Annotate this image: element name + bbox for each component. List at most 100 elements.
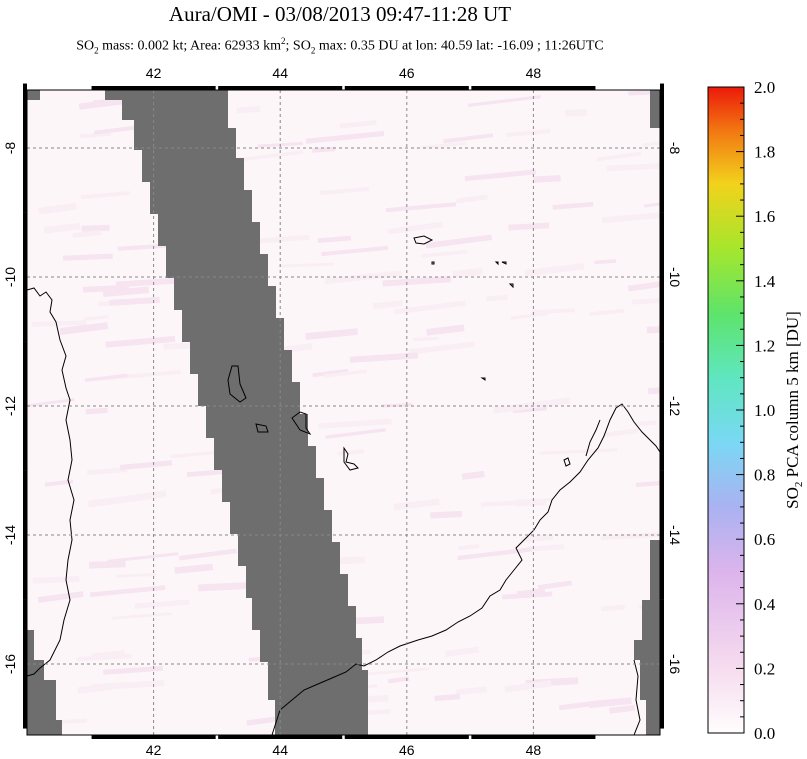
- so2-streak: [44, 479, 74, 487]
- so2-streak: [91, 679, 165, 691]
- so2-streak: [174, 563, 214, 574]
- so2-streak: [317, 235, 352, 243]
- y-tick-label-left: -14: [2, 525, 18, 545]
- left-axis-bar: [23, 599, 27, 729]
- y-tick-label-left: -10: [2, 267, 18, 287]
- so2-streak: [506, 128, 551, 138]
- top-axis-bar: [471, 86, 596, 90]
- colorbar-tick-label: 0.4: [754, 595, 776, 614]
- so2-streak: [430, 510, 463, 519]
- bottom-axis-bar: [91, 735, 216, 739]
- chart-title: Aura/OMI - 03/08/2013 09:47-11:28 UT: [168, 2, 512, 26]
- x-tick-label-bottom: 42: [146, 742, 162, 758]
- so2-streak: [382, 276, 452, 287]
- so2-streak: [115, 277, 175, 288]
- so2-streak: [596, 151, 642, 162]
- so2-streak: [434, 693, 461, 702]
- so2-streak: [493, 397, 571, 414]
- so2-streak: [588, 697, 632, 709]
- so2-streak: [31, 320, 87, 327]
- so2-streak: [87, 490, 167, 508]
- so2-streak: [600, 604, 626, 612]
- y-tick-label-left: -16: [2, 654, 18, 674]
- colorbar-tick-label: 0.6: [754, 530, 775, 549]
- right-axis-bar: [660, 341, 664, 471]
- y-tick-label-right: -10: [667, 267, 683, 287]
- so2-streak: [119, 460, 173, 471]
- so2-streak: [648, 386, 660, 395]
- bottom-axis-bar: [471, 735, 596, 739]
- so2-streak: [109, 296, 160, 306]
- so2-streak: [443, 133, 494, 144]
- so2-streak: [539, 448, 618, 455]
- so2-streak: [502, 591, 553, 600]
- so2-streak: [393, 498, 440, 511]
- top-axis-bar: [91, 86, 216, 90]
- so2-streak: [408, 341, 475, 355]
- so2-streak: [325, 428, 386, 439]
- so2-streak: [514, 498, 547, 507]
- so2-streak: [631, 297, 660, 305]
- so2-streak: [339, 119, 377, 129]
- so2-streak: [558, 699, 604, 711]
- so2-streak: [606, 162, 660, 172]
- colorbar-tick-label: 0.2: [754, 659, 775, 678]
- colorbar-tick-label: 0.0: [754, 724, 775, 743]
- so2-streak: [467, 95, 541, 107]
- so2-streak: [312, 368, 349, 378]
- so2-streak: [589, 308, 625, 317]
- so2-streak: [93, 98, 124, 107]
- so2-streak: [349, 352, 419, 363]
- colorbar-label: SO2 PCA column 5 km [DU]: [783, 311, 805, 509]
- so2-streak: [319, 186, 370, 196]
- x-tick-label-bottom: 44: [272, 742, 288, 758]
- so2-streak: [524, 263, 585, 277]
- no-data-swath-gap: [105, 90, 368, 735]
- so2-streak: [455, 686, 488, 696]
- map-axes: 42 42 44 44 46 46 48 48 -8 -8 -10 -10 -12 -12 -14 -14 -1…: [2, 65, 683, 758]
- so2-streak: [352, 667, 430, 677]
- left-axis-bar: [23, 341, 27, 471]
- so2-streak: [422, 141, 467, 150]
- so2-streak: [236, 105, 261, 114]
- so2-streak: [485, 294, 508, 302]
- so2-streak: [76, 653, 133, 662]
- so2-streak: [242, 150, 304, 162]
- so2-streak: [89, 585, 166, 598]
- so2-streak: [458, 544, 480, 551]
- x-tick-label-bottom: 48: [526, 742, 542, 758]
- so2-streak: [601, 210, 660, 224]
- so2-streak: [455, 194, 488, 204]
- top-axis-bar: [218, 86, 343, 90]
- so2-streak: [537, 580, 572, 591]
- y-tick-label-right: -12: [667, 396, 683, 416]
- so2-streak: [84, 373, 128, 382]
- x-tick-label-top: 42: [146, 65, 162, 81]
- so2-streak: [245, 234, 310, 245]
- so2-streak: [520, 534, 554, 543]
- so2-streak: [62, 253, 113, 261]
- x-tick-label-top: 48: [526, 65, 542, 81]
- so2-streak: [72, 230, 102, 239]
- so2-streak: [426, 324, 465, 336]
- so2-streak: [117, 243, 169, 251]
- so2-streak: [504, 680, 552, 693]
- so2-streak: [37, 591, 84, 603]
- so2-streak: [43, 222, 81, 234]
- y-tick-label-right: -8: [667, 142, 683, 155]
- left-axis-bar: [23, 83, 27, 213]
- top-axis-bar: [344, 86, 469, 90]
- so2-streak: [105, 335, 176, 348]
- so2-streak: [115, 572, 157, 578]
- x-tick-label-top: 44: [272, 65, 288, 81]
- so2-streak: [445, 646, 480, 658]
- so2-streak: [413, 336, 439, 342]
- so2-streak: [85, 407, 108, 415]
- chart-subtitle: SO2 mass: 0.002 kt; Area: 62933 km2; SO2…: [76, 36, 604, 56]
- no-data-right-edge: [634, 90, 660, 735]
- so2-streak: [305, 328, 358, 340]
- so2-streak: [464, 169, 537, 182]
- so2-streak: [461, 470, 485, 480]
- so2-streak: [305, 130, 385, 144]
